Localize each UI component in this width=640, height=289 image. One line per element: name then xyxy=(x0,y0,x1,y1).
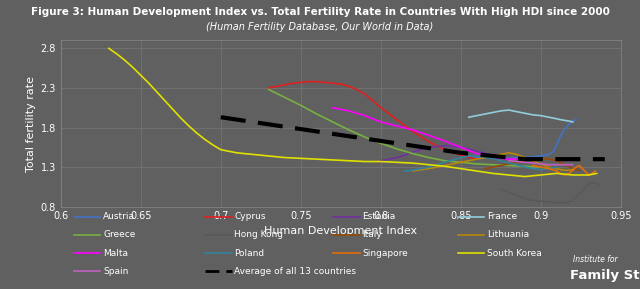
Text: Average of all 13 countries: Average of all 13 countries xyxy=(234,267,356,276)
Text: Estonia: Estonia xyxy=(362,212,396,221)
Text: Lithuania: Lithuania xyxy=(487,230,529,240)
Y-axis label: Total fertility rate: Total fertility rate xyxy=(26,75,36,172)
Text: Greece: Greece xyxy=(103,230,136,240)
Text: France: France xyxy=(487,212,517,221)
Text: Malta: Malta xyxy=(103,249,128,258)
Text: Institute for: Institute for xyxy=(573,255,618,264)
Text: Spain: Spain xyxy=(103,267,129,276)
Text: Poland: Poland xyxy=(234,249,264,258)
Text: (​Human Fertility Database, Our World in Data): (​Human Fertility Database, Our World in… xyxy=(206,22,434,32)
Text: South Korea: South Korea xyxy=(487,249,542,258)
Text: Hong Kong: Hong Kong xyxy=(234,230,284,240)
Text: Figure 3: Human Development Index vs. Total Fertility Rate in Countries With Hig: Figure 3: Human Development Index vs. To… xyxy=(31,7,609,17)
Text: Italy: Italy xyxy=(362,230,382,240)
Text: Singapore: Singapore xyxy=(362,249,408,258)
Text: Family Studies: Family Studies xyxy=(570,269,640,282)
Text: Cyprus: Cyprus xyxy=(234,212,266,221)
X-axis label: Human Development Index: Human Development Index xyxy=(264,226,417,236)
Text: Austria: Austria xyxy=(103,212,135,221)
